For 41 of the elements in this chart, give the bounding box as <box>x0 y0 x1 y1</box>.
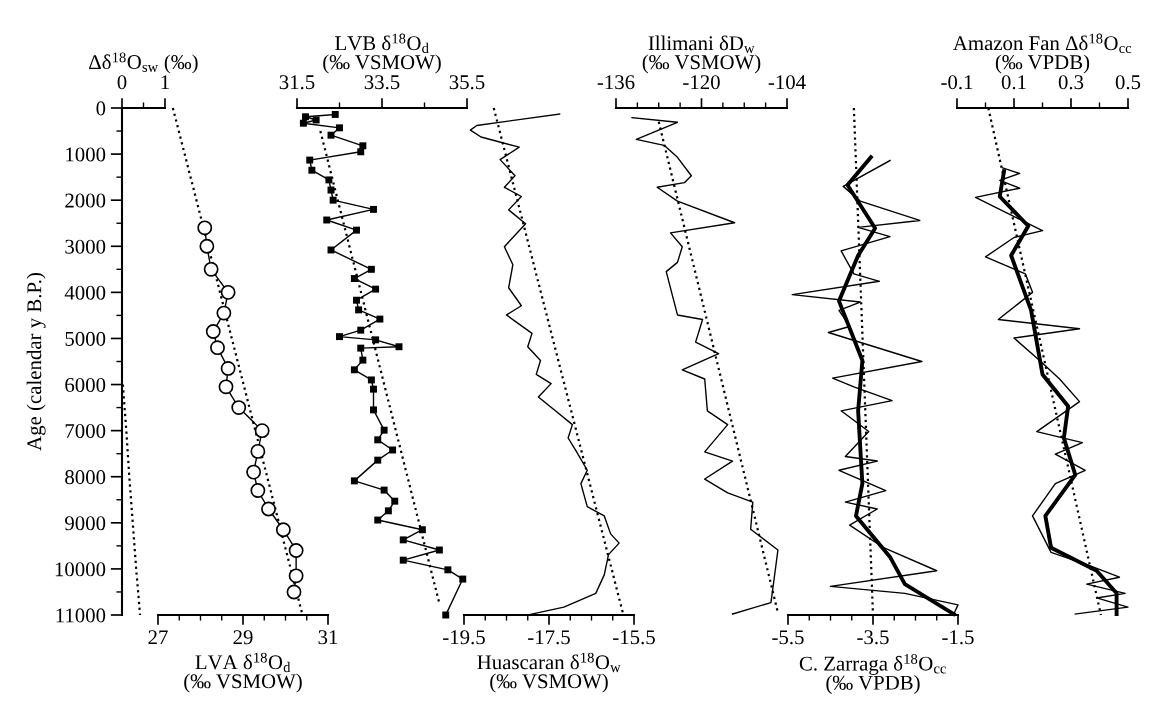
x-tick-label: 0.3 <box>1058 75 1084 90</box>
x-tick-label: -136 <box>597 75 635 90</box>
x-axis-title: C. Zarraga δ$^{18}$O$_{cc}$ (‰ VPDB) <box>799 654 946 694</box>
x-axis-title: LVA δ$^{18}$O$_{d}$ (‰ VSMOW) <box>184 652 302 693</box>
x-axis-title: LVB δ$^{18}$O$_{d}$ (‰ VSMOW) <box>323 33 441 74</box>
y-tick-label: 10000 <box>55 562 106 577</box>
x-tick-label: 27 <box>148 630 168 645</box>
x-tick-label: -1.5 <box>942 630 974 645</box>
y-tick-label: 11000 <box>56 608 106 623</box>
x-tick-label: -104 <box>768 75 806 90</box>
x-tick-label: -5.5 <box>772 630 804 645</box>
y-tick-label: 8000 <box>65 470 106 485</box>
x-tick-label: -120 <box>683 75 720 90</box>
x-tick-label: 29 <box>233 630 253 645</box>
x-tick-label: -15.5 <box>613 630 655 645</box>
x-tick-label: 0.5 <box>1115 75 1141 90</box>
x-tick-label: -0.1 <box>941 75 973 90</box>
y-tick-label: 4000 <box>64 285 106 300</box>
x-tick-label: 1 <box>161 75 169 89</box>
y-tick-label: 7000 <box>65 424 106 439</box>
x-axis-title: Illimani δD$_{w}$ (‰ VSMOW) <box>642 35 761 74</box>
x-axis-title: Huascaran δ$^{18}$O$_{w}$ (‰ VSMOW) <box>477 652 621 693</box>
y-tick-label: 6000 <box>65 377 106 392</box>
x-tick-label: -3.5 <box>857 630 889 645</box>
x-tick-label: 31.5 <box>279 75 315 90</box>
x-tick-label: -19.5 <box>443 630 485 645</box>
x-tick-label: 31 <box>318 630 338 645</box>
y-tick-label: 0 <box>96 101 106 116</box>
text: Amazon Fan Δδ$^{18}$O$_{cc}$ (‰ VPDB) <box>953 33 1132 74</box>
x-tick-label: -17.5 <box>528 630 570 645</box>
x-tick-label: 33.5 <box>364 75 400 90</box>
y-axis-title: Age (calendar y B.P.) <box>26 273 46 451</box>
x-tick-label: 35.5 <box>449 75 485 90</box>
y-tick-label: 2000 <box>65 193 106 208</box>
x-tick-label: 0 <box>117 75 127 90</box>
y-tick-label: 1000 <box>66 147 106 162</box>
y-tick-label: 9000 <box>65 516 106 531</box>
x-axis-title: Δδ$^{18}$O$_{sw}$ (‰) <box>89 52 198 74</box>
y-tick-label: 3000 <box>65 239 106 254</box>
x-tick-label: 0.1 <box>1001 75 1026 90</box>
y-tick-label: 5000 <box>65 331 106 346</box>
